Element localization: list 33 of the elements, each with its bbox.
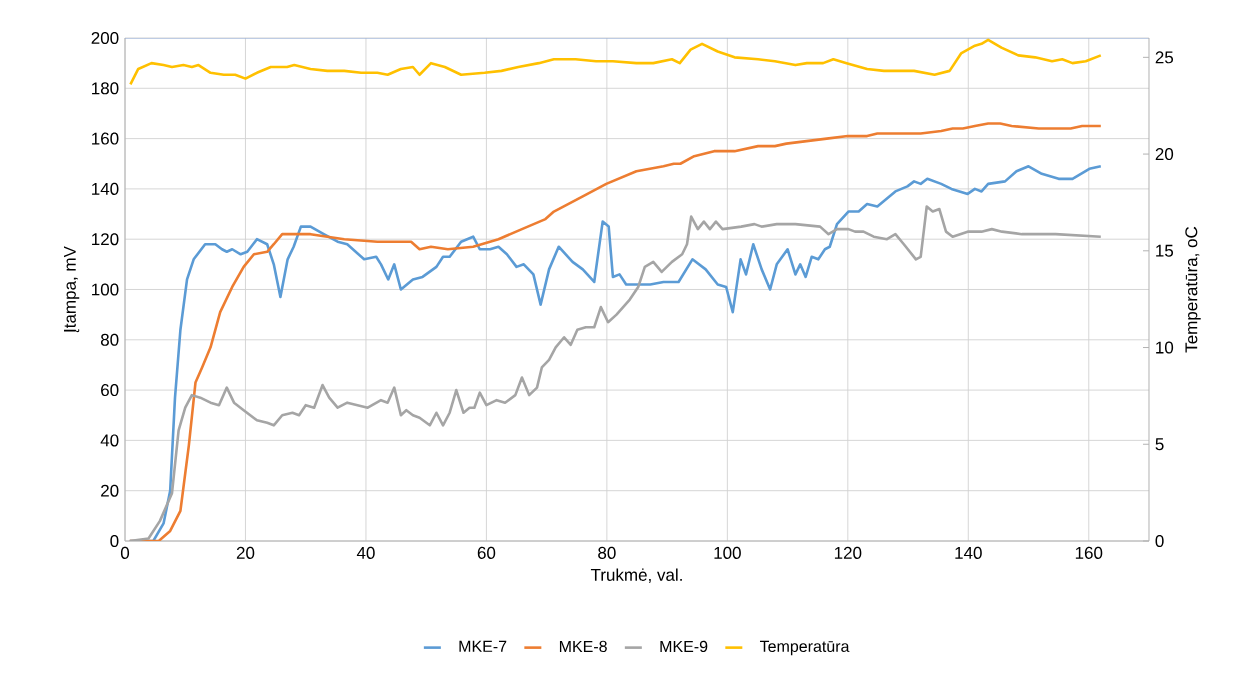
y-tick-label: 200	[91, 31, 119, 45]
legend-label: Temperatūra	[759, 640, 850, 656]
x-tick-label: 60	[477, 546, 496, 559]
y2-tick-label: 25	[1155, 51, 1174, 64]
y-tick-label: 140	[92, 182, 119, 195]
legend-label: MKE-9	[660, 640, 708, 653]
y-axis-title: Įtampa, mV	[63, 246, 80, 333]
legend-label: MKE-7	[459, 640, 507, 652]
x-tick-label: 80	[598, 546, 616, 559]
legend-label: MKE-8	[559, 640, 607, 653]
y2-tick-label: 5	[1155, 438, 1164, 451]
y-tick-label: 180	[92, 82, 119, 95]
y-tick-label: 160	[92, 132, 119, 145]
y2-axis-title: Temperatūra, oC	[1185, 226, 1201, 353]
x-tick-label: 140	[955, 546, 982, 559]
x-tick-label: 160	[1075, 546, 1103, 559]
y2-tick-label: 10	[1156, 341, 1174, 354]
y-tick-label: 40	[100, 434, 119, 447]
y2-tick-label: 20	[1155, 148, 1174, 161]
y2-tick-label: 15	[1156, 244, 1174, 257]
y-tick-label: 100	[92, 283, 119, 296]
y-tick-label: 0	[110, 534, 119, 548]
x-tick-label: 100	[714, 546, 741, 559]
x-tick-label: 20	[236, 546, 255, 559]
y-tick-label: 60	[101, 384, 119, 397]
y-tick-label: 20	[101, 484, 119, 497]
x-tick-label: 40	[356, 546, 375, 559]
x-axis-title: Trukmė, val.	[590, 568, 682, 583]
y2-tick-label: 0	[1155, 534, 1164, 548]
y-tick-label: 80	[100, 333, 119, 346]
y-tick-label: 120	[92, 233, 119, 246]
x-tick-label: 120	[834, 546, 862, 559]
x-tick-label: 0	[120, 546, 130, 559]
